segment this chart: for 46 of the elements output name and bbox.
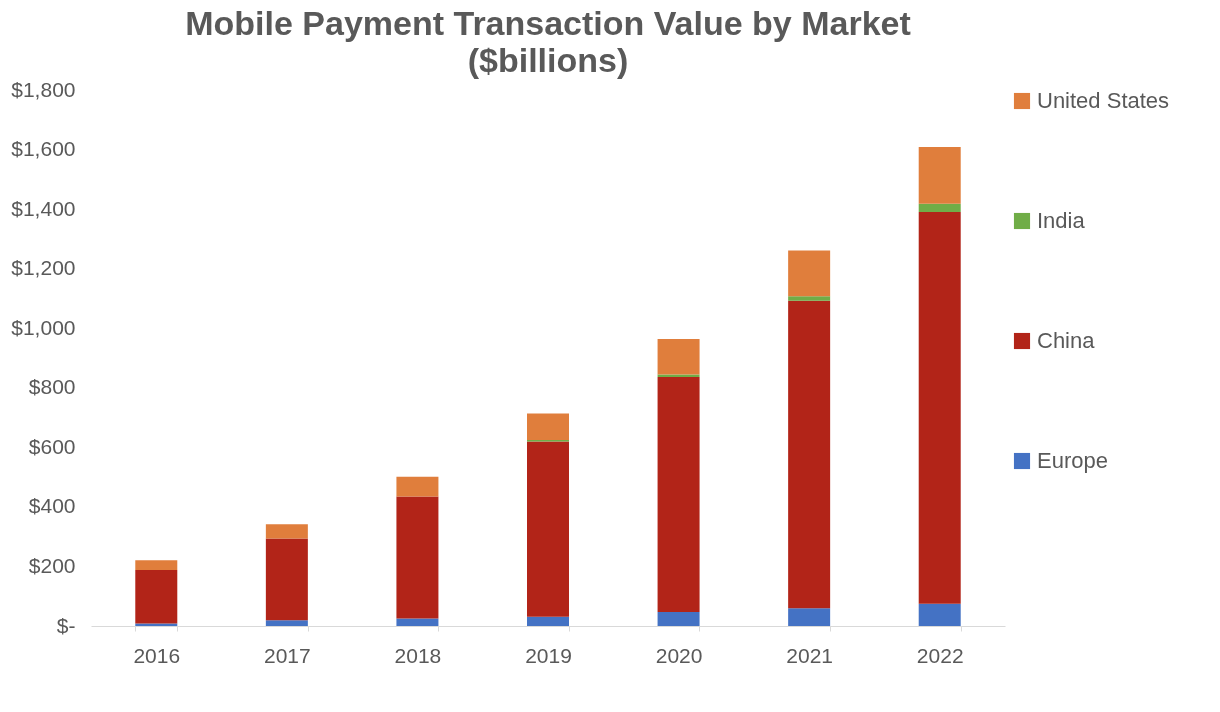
- x-tick-label: 2022: [916, 643, 964, 667]
- bar: [918, 212, 961, 604]
- bar: [527, 413, 569, 440]
- bar: [527, 616, 569, 626]
- x-tick-label: 2021: [786, 643, 833, 667]
- y-tick-label: $800: [28, 375, 76, 399]
- bar: [265, 620, 308, 626]
- legend-label: Europe: [1037, 448, 1108, 473]
- y-tick-label: $400: [28, 494, 76, 518]
- y-tick-label: $1,800: [11, 77, 76, 101]
- bar: [527, 441, 569, 617]
- x-tick-label: 2019: [525, 643, 572, 667]
- y-tick-label: $1,200: [11, 256, 76, 280]
- bar: [135, 570, 178, 624]
- bar: [788, 250, 831, 297]
- bar: [265, 538, 308, 621]
- bar: [135, 560, 178, 571]
- bar: [918, 603, 961, 626]
- bar: [788, 300, 831, 609]
- bar: [396, 496, 439, 619]
- bar: [396, 476, 439, 497]
- bar: [657, 338, 700, 375]
- chart-subtitle: ($billions): [467, 41, 629, 79]
- y-tick-label: $-: [56, 613, 76, 637]
- legend-label: United States: [1037, 88, 1170, 113]
- y-tick-label: $1,400: [11, 196, 76, 220]
- x-tick-label: 2020: [655, 643, 703, 667]
- chart-title: Mobile Payment Transaction Value by Market: [185, 4, 911, 42]
- y-tick-label: $1,000: [11, 315, 76, 339]
- bar: [788, 296, 831, 301]
- legend-label: China: [1037, 328, 1096, 353]
- bar: [657, 377, 700, 612]
- bar: [657, 612, 700, 626]
- bar: [265, 524, 308, 539]
- y-tick-label: $1,600: [11, 137, 76, 161]
- x-tick-label: 2018: [394, 643, 442, 667]
- y-tick-label: $200: [28, 553, 76, 577]
- legend-label: India: [1037, 208, 1086, 233]
- bar: [396, 618, 439, 626]
- bar: [657, 374, 700, 378]
- y-tick-label: $600: [28, 434, 76, 458]
- bar: [788, 608, 831, 626]
- bar: [918, 146, 961, 204]
- x-tick-label: 2016: [133, 643, 181, 667]
- bar: [918, 203, 961, 213]
- x-tick-label: 2017: [264, 643, 311, 667]
